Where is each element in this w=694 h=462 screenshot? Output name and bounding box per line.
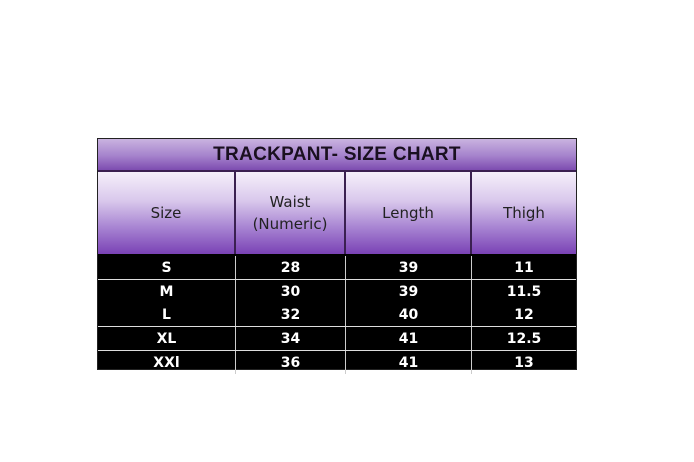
cell-thigh: 13 [514,354,534,371]
cell-length: 39 [346,280,472,303]
cell-thigh: 12 [514,306,534,323]
cell-size: L [98,303,236,326]
cell-waist: 30 [236,280,346,303]
header-waist: Waist (Numeric) [236,172,346,254]
cell-length: 40 [346,303,472,326]
cell-waist: 28 [236,256,346,279]
header-length: Length [346,172,472,254]
size-chart-table: TRACKPANT- SIZE CHART Size Waist (Numeri… [97,138,577,374]
table-row: L 32 40 12 [98,303,576,327]
cell-waist: 34 [236,327,346,350]
header-thigh: Thigh [472,172,576,254]
cell-size: S [98,256,236,279]
cell-length: 41 [346,351,472,374]
cell-size: XXl [98,351,236,374]
cell-waist: 32 [236,303,346,326]
table-row: S 28 39 11 [98,256,576,280]
cell-length: 39 [346,256,472,279]
header-row: Size Waist (Numeric) Length Thigh [98,172,576,254]
cell-thigh: 11.5 [506,283,542,300]
table-row: XXl 36 41 13 [98,351,576,374]
cell-size: M [98,280,236,303]
cell-thigh: 11 [514,259,534,276]
cell-length: 41 [346,327,472,350]
cell-thigh: 12.5 [506,330,542,347]
cell-waist: 36 [236,351,346,374]
header-size: Size [98,172,236,254]
table-row: M 30 39 11.5 [98,280,576,303]
table-body: S 28 39 11 M 30 39 11.5 L 32 40 12 XL 34 41 12.5 XXl 36 41… [98,256,576,374]
table-row: XL 34 41 12.5 [98,327,576,351]
cell-size: XL [98,327,236,350]
table-title: TRACKPANT- SIZE CHART [98,139,576,172]
